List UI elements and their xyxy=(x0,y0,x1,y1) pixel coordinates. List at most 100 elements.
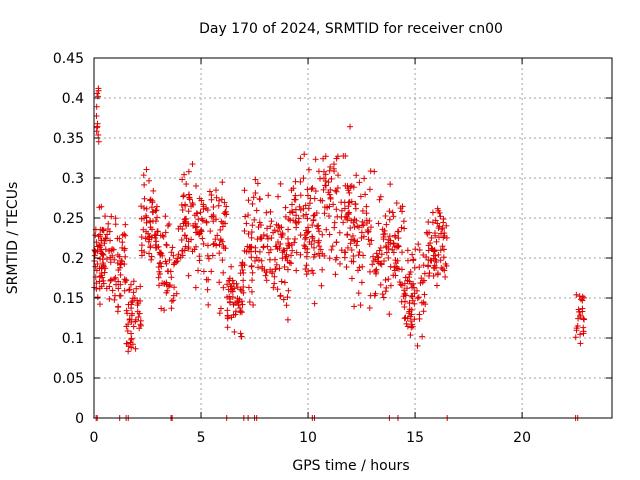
data-point xyxy=(256,195,263,202)
data-point xyxy=(303,211,310,218)
data-point xyxy=(397,281,404,288)
data-point xyxy=(96,301,103,308)
data-point xyxy=(252,190,259,197)
data-point xyxy=(267,246,274,253)
data-point xyxy=(288,208,295,215)
data-point xyxy=(360,233,367,240)
data-point xyxy=(399,249,406,256)
data-point xyxy=(435,234,442,241)
data-point xyxy=(238,333,245,340)
data-point xyxy=(415,241,422,248)
data-point xyxy=(266,256,273,263)
data-point xyxy=(437,247,444,254)
data-point xyxy=(121,231,128,238)
data-point xyxy=(300,175,307,182)
data-point xyxy=(330,201,337,208)
data-point xyxy=(396,279,403,286)
data-point xyxy=(275,193,282,200)
data-point xyxy=(283,302,290,309)
data-point xyxy=(310,217,317,224)
data-point xyxy=(406,271,413,278)
data-point xyxy=(277,180,284,187)
data-point xyxy=(218,196,225,203)
data-point xyxy=(153,203,160,210)
data-point xyxy=(102,246,109,253)
data-point xyxy=(347,240,354,247)
data-point xyxy=(217,305,224,312)
data-point xyxy=(297,251,304,258)
x-tick-label: 15 xyxy=(406,430,424,446)
data-point xyxy=(386,208,393,215)
data-point xyxy=(118,257,125,264)
data-point xyxy=(373,266,380,273)
data-points xyxy=(91,85,588,421)
data-point xyxy=(158,263,165,270)
y-tick-label: 0.35 xyxy=(53,131,84,147)
data-point xyxy=(340,152,347,159)
data-point xyxy=(297,192,304,199)
data-point xyxy=(163,241,170,248)
data-point xyxy=(365,236,372,243)
data-point xyxy=(205,255,212,262)
data-point xyxy=(240,277,247,284)
data-point xyxy=(148,234,155,241)
data-point xyxy=(157,259,164,266)
data-point xyxy=(108,213,115,220)
data-point xyxy=(113,281,120,288)
data-point xyxy=(145,177,152,184)
data-point xyxy=(577,340,584,347)
data-point xyxy=(403,320,410,327)
data-point xyxy=(260,244,267,251)
data-point xyxy=(101,269,108,276)
data-point xyxy=(381,257,388,264)
data-point xyxy=(348,198,355,205)
data-point xyxy=(218,218,225,225)
data-point xyxy=(251,257,258,264)
data-point xyxy=(281,247,288,254)
data-point xyxy=(410,280,417,287)
data-point xyxy=(160,233,167,240)
data-point xyxy=(355,267,362,274)
data-point xyxy=(182,243,189,250)
data-point xyxy=(306,238,313,245)
data-point xyxy=(116,253,123,260)
data-point xyxy=(276,245,283,252)
data-point xyxy=(423,253,430,260)
data-point xyxy=(156,260,163,267)
data-point xyxy=(348,275,355,282)
data-point xyxy=(359,263,366,270)
data-point xyxy=(392,260,399,267)
data-point xyxy=(128,336,135,343)
data-point xyxy=(296,203,303,210)
data-point xyxy=(371,168,378,175)
data-point xyxy=(260,243,267,250)
data-point xyxy=(302,202,309,209)
data-point xyxy=(134,308,141,315)
data-point xyxy=(248,263,255,270)
data-point xyxy=(297,207,304,214)
data-point xyxy=(135,314,142,321)
data-point xyxy=(119,239,126,246)
data-point xyxy=(205,301,212,308)
data-point xyxy=(273,221,280,228)
data-point xyxy=(356,179,363,186)
data-point xyxy=(199,235,206,242)
data-point xyxy=(348,236,355,243)
data-point xyxy=(356,264,363,271)
data-point xyxy=(263,232,270,239)
data-point xyxy=(411,300,418,307)
data-point xyxy=(128,330,135,337)
data-point xyxy=(325,213,332,220)
data-point xyxy=(293,249,300,256)
data-point xyxy=(359,218,366,225)
data-point xyxy=(273,243,280,250)
data-point xyxy=(203,205,210,212)
data-point xyxy=(353,242,360,249)
data-point xyxy=(291,196,298,203)
data-point xyxy=(334,185,341,192)
data-point xyxy=(245,212,252,219)
data-point xyxy=(319,197,326,204)
data-point xyxy=(319,231,326,238)
data-point xyxy=(238,287,245,294)
data-point xyxy=(380,234,387,241)
